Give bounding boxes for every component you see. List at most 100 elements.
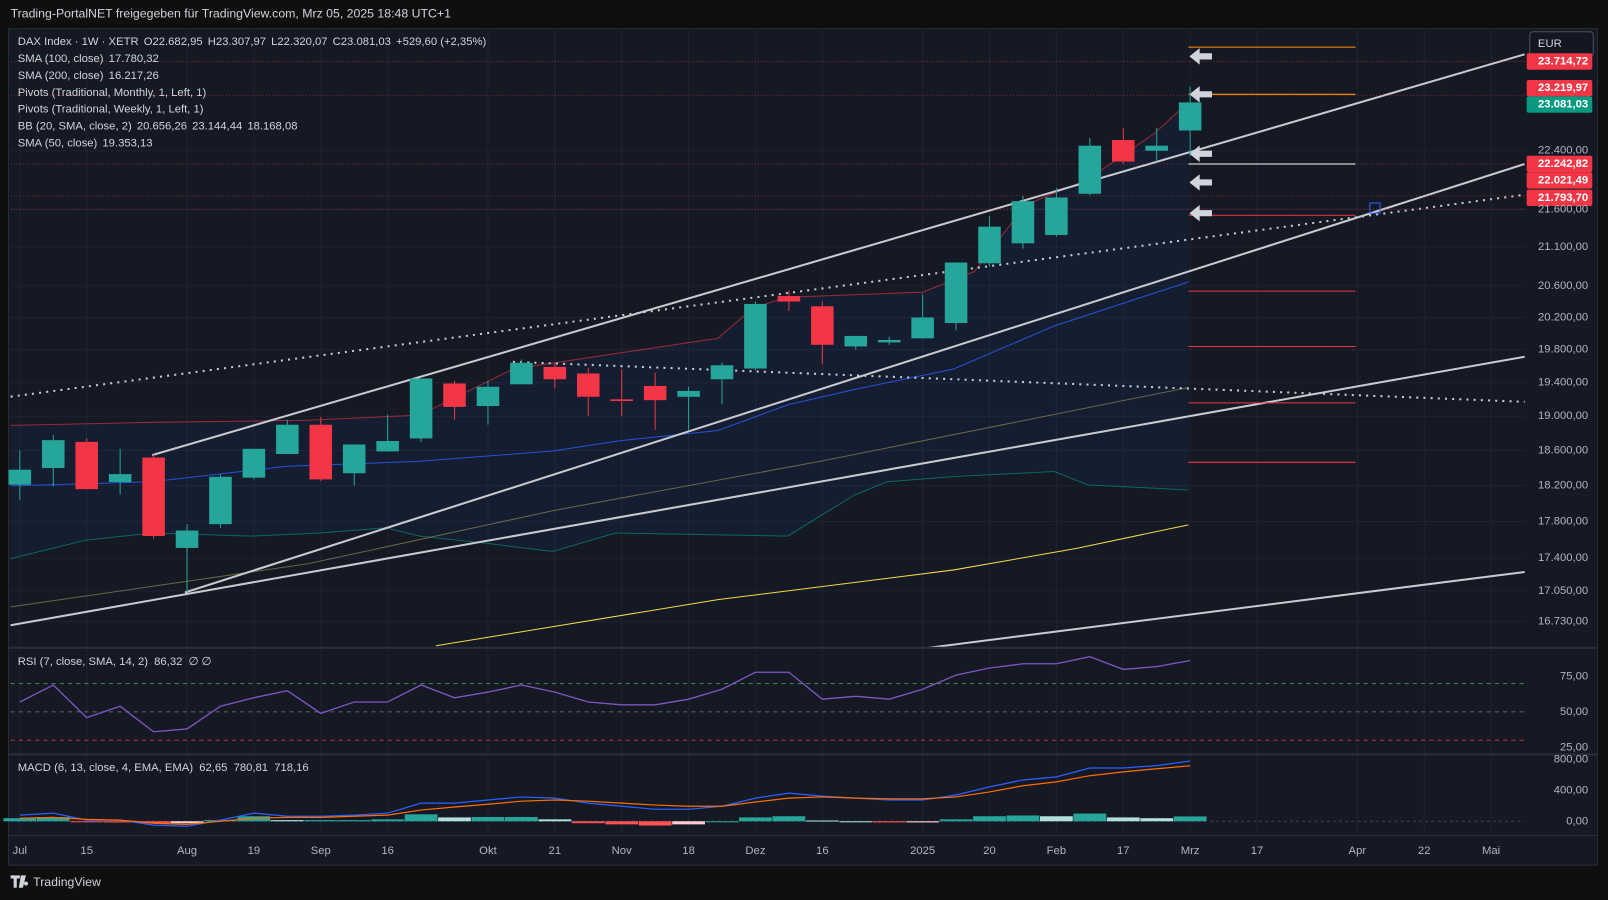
macd-hist-bar: [1140, 818, 1174, 822]
candle-body: [142, 457, 165, 536]
candle-body: [1011, 201, 1035, 244]
brand: TradingView: [33, 875, 101, 889]
macd-tick-label: 400,00: [1554, 784, 1588, 796]
x-tick-label: Jul: [13, 845, 27, 857]
macd-tick-label: 800,00: [1554, 753, 1588, 765]
arrow-icon: [1189, 48, 1212, 65]
chart-frame: [8, 28, 1598, 866]
sma-100: [435, 524, 1189, 647]
macd-hist-bar: [939, 819, 973, 822]
candle-body: [75, 441, 98, 490]
price-label-bg: [1526, 172, 1593, 189]
candle-body: [175, 530, 199, 548]
legend-text: Pivots (Traditional, Weekly, 1, Left, 1): [18, 104, 204, 116]
legend-text: 20.656,26: [137, 121, 187, 133]
x-tick-label: Mai: [1482, 845, 1500, 857]
macd-hist-bar: [1039, 816, 1073, 822]
arrow-icon: [1189, 145, 1212, 162]
y-tick-label: 17.400,00: [1538, 552, 1588, 564]
rsi-tick-label: 50,00: [1560, 706, 1588, 718]
candle-body: [610, 399, 633, 402]
candle-body: [8, 469, 32, 485]
macd-hist-bar: [805, 820, 839, 822]
candle-body: [376, 441, 399, 452]
candle-body: [1145, 145, 1168, 151]
macd-hist-bar: [638, 821, 672, 826]
y-tick-label: 20.600,00: [1538, 280, 1588, 292]
macd-hist-bar: [504, 817, 538, 822]
x-tick-label: Dez: [745, 845, 765, 857]
y-tick-label: 21.100,00: [1538, 241, 1588, 253]
price-labels: 23.714,72 23.219,97 23.081,03 22.242,82 22.0…: [1526, 53, 1593, 207]
macd-hist-bar: [371, 819, 405, 822]
y-tick-label: 19.400,00: [1538, 377, 1588, 389]
y-tick-label: 17.050,00: [1538, 585, 1588, 597]
candle-body: [777, 296, 801, 302]
trend-line: [927, 570, 1525, 649]
x-tick-label: 18: [682, 845, 695, 857]
price-label-bg: [1526, 96, 1593, 113]
legend-text: DAX Index · 1W · XETR: [18, 36, 139, 48]
candle-body: [944, 262, 968, 324]
macd-hist-bar: [571, 821, 605, 824]
x-tick-label: 17: [1117, 845, 1130, 857]
macd-legend: MACD (6, 13, close, 4, EMA, EMA): [18, 762, 194, 774]
price-label: 23.081,03: [1538, 99, 1588, 111]
x-tick-label: 22: [1418, 845, 1431, 857]
macd-hist-bar: [839, 821, 873, 823]
candle-body: [677, 390, 700, 397]
macd-hist-bar: [705, 821, 739, 823]
x-tick-label: Apr: [1349, 845, 1367, 857]
currency[interactable]: EUR: [1538, 38, 1562, 50]
bb-fill: [10, 102, 1189, 559]
rsi-tick-label: 25,00: [1560, 741, 1588, 753]
legend-text: +529,60 (+2,35%): [396, 36, 486, 48]
anchor-point: [1369, 202, 1381, 214]
candle-body: [510, 362, 533, 385]
candle-body: [276, 424, 299, 455]
legend-text: SMA (50, close): [18, 137, 98, 149]
macd-hist-bar: [872, 821, 906, 823]
legend-text: 16.217,26: [109, 70, 159, 82]
price-label: 21.793,70: [1538, 192, 1588, 204]
y-tick-label: 19.000,00: [1538, 410, 1588, 422]
y-tick-label: 18.600,00: [1538, 445, 1588, 457]
brand-logo: [10, 875, 29, 888]
indicator-panes: RSI (7, close, SMA, 14, 2) 86,32 ∅ ∅ MACD (…: [3, 655, 1525, 827]
candle-body: [576, 373, 600, 397]
rsi-legend: RSI (7, close, SMA, 14, 2): [18, 656, 148, 668]
rsi-value: 86,32: [154, 656, 182, 668]
macd-hist-bar: [3, 818, 37, 822]
rsi-tick-label: 75,00: [1560, 670, 1588, 682]
bb-lower: [10, 471, 1189, 560]
legend-text: C: [333, 36, 341, 48]
x-tick-label: Nov: [612, 845, 632, 857]
macd-hist-bar: [438, 817, 471, 822]
macd-hist-bar: [36, 817, 70, 822]
y-tick-label: 21.600,00: [1538, 203, 1588, 215]
sma-50: [10, 386, 1189, 608]
y-tick-label: 16.730,00: [1538, 615, 1588, 627]
price-label: 22.021,49: [1538, 174, 1588, 186]
legend: DAX Index · 1W · XETR O 22.682,95 H 23.307,9…: [18, 36, 487, 149]
x-tick-label: Okt: [479, 845, 497, 857]
macd-hist-text: 62,65: [199, 762, 227, 774]
price-label: 22.242,82: [1538, 158, 1588, 170]
candle-body: [41, 440, 65, 468]
macd-hist-bar: [906, 821, 940, 823]
candle-body: [744, 303, 767, 369]
macd-hist-bar: [739, 817, 772, 822]
y-tick-label: 17.800,00: [1538, 515, 1588, 527]
legend-text: BB (20, SMA, close, 2): [18, 121, 132, 133]
y-tick-label: 18.200,00: [1538, 480, 1588, 492]
legend-text: SMA (200, close): [18, 70, 104, 82]
macd-hist-bar: [1106, 817, 1140, 822]
candle-body: [443, 383, 466, 407]
candle-body: [1178, 102, 1202, 131]
price-label-bg: [1526, 189, 1593, 207]
price-label-bg: [1526, 53, 1593, 70]
candle-body: [1078, 145, 1102, 194]
legend-text: O: [144, 36, 153, 48]
